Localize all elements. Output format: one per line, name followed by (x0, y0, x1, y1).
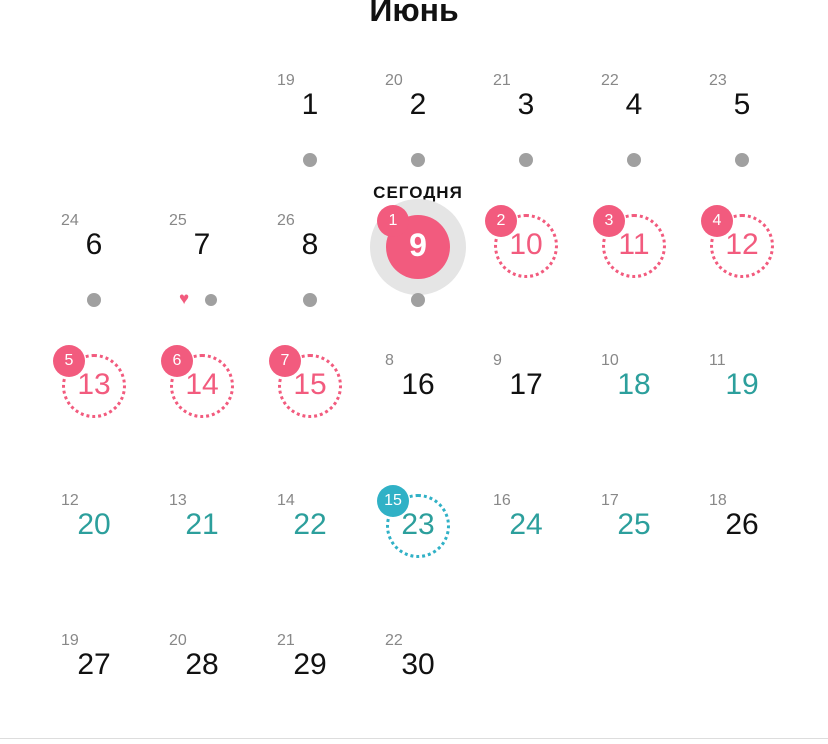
day-number: 4 (625, 88, 643, 121)
note-dot (735, 153, 749, 167)
day-number: 28 (185, 648, 219, 681)
day-number: 8 (301, 228, 319, 261)
month-title: Июнь (369, 0, 459, 28)
note-dot (205, 294, 217, 306)
day-number: 26 (725, 508, 759, 541)
day-number: 7 (193, 228, 211, 261)
day-number: 3 (517, 88, 535, 121)
cycle-day-badge: 7 (269, 345, 301, 377)
cycle-day-number: 18 (709, 492, 727, 509)
cycle-day-number: 21 (493, 72, 511, 89)
day-number: 12 (725, 228, 759, 261)
cycle-day-number: 20 (385, 72, 403, 89)
cycle-day-number: 19 (277, 72, 295, 89)
day-number: 13 (77, 368, 111, 401)
day-number: 11 (618, 228, 650, 261)
predicted-ring (62, 354, 126, 418)
note-dot (627, 153, 641, 167)
cycle-day-number: 10 (601, 352, 619, 369)
cycle-day-number: 16 (493, 492, 511, 509)
cycle-day-number: 9 (493, 352, 502, 369)
day-number: 5 (733, 88, 751, 121)
cycle-day-number: 22 (601, 72, 619, 89)
day-number: 17 (509, 368, 543, 401)
heart-icon: ♥ (179, 289, 190, 308)
cycle-day-number: 20 (169, 632, 187, 649)
day-number: 10 (509, 228, 543, 261)
note-dot (303, 293, 317, 307)
cycle-day-number: 21 (277, 632, 295, 649)
day-number: 9 (409, 227, 427, 263)
cycle-day-number: 17 (601, 492, 619, 509)
predicted-ring (170, 354, 234, 418)
day-number: 24 (509, 508, 543, 541)
cycle-day-badge: 4 (701, 205, 733, 237)
note-dot (411, 153, 425, 167)
cycle-day-number: 14 (277, 492, 295, 509)
cycle-day-badge: 2 (485, 205, 517, 237)
cycle-day-number: 11 (709, 352, 726, 369)
day-number: 21 (185, 508, 219, 541)
cycle-day-number: 19 (61, 632, 79, 649)
day-number: 18 (617, 368, 651, 401)
cycle-day-number: 24 (61, 212, 79, 229)
cycle-day-badge: 1 (377, 205, 409, 237)
predicted-ring (710, 214, 774, 278)
day-number: 15 (293, 368, 327, 401)
cycle-day-badge: 5 (53, 345, 85, 377)
cycle-day-badge: 6 (161, 345, 193, 377)
note-dot (411, 293, 425, 307)
predicted-ring (602, 214, 666, 278)
day-number: 23 (401, 508, 435, 541)
cycle-day-badge: 15 (377, 485, 409, 517)
day-number: 6 (85, 228, 103, 261)
note-dot (303, 153, 317, 167)
note-dot (87, 293, 101, 307)
day-number: 22 (293, 508, 327, 541)
predicted-ring (278, 354, 342, 418)
today-label: СЕГОДНЯ (373, 183, 463, 202)
predicted-ring (494, 214, 558, 278)
cycle-day-number: 26 (277, 212, 295, 229)
cycle-day-number: 23 (709, 72, 727, 89)
cycle-day-number: 22 (385, 632, 403, 649)
day-number: 2 (409, 88, 427, 121)
day-number: 14 (185, 368, 219, 401)
cycle-day-number: 13 (169, 492, 187, 509)
cycle-day-number: 8 (385, 352, 394, 369)
cycle-day-number: 25 (169, 212, 187, 229)
day-number: 25 (617, 508, 651, 541)
cycle-day-number: 12 (61, 492, 79, 509)
day-number: 30 (401, 648, 435, 681)
day-number: 16 (401, 368, 435, 401)
day-number: 20 (77, 508, 111, 541)
day-number: 27 (77, 648, 111, 681)
predicted-ring (386, 494, 450, 558)
cycle-day-badge: 3 (593, 205, 625, 237)
divider (0, 738, 828, 739)
day-number: 19 (725, 368, 759, 401)
day-number: 29 (293, 648, 327, 681)
day-number: 1 (301, 88, 319, 121)
note-dot (519, 153, 533, 167)
